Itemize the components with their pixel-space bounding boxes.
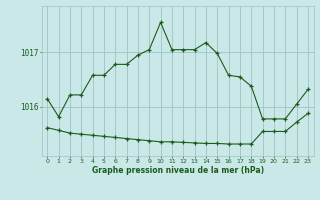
- X-axis label: Graphe pression niveau de la mer (hPa): Graphe pression niveau de la mer (hPa): [92, 166, 264, 175]
